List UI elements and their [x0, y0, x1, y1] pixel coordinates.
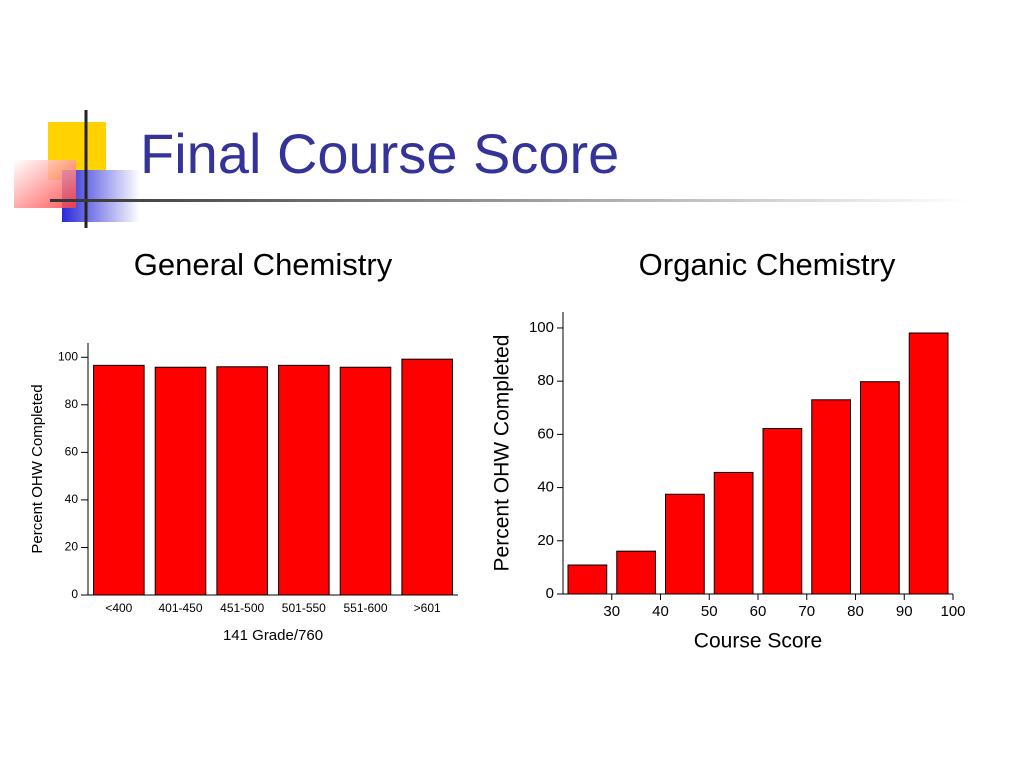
bar	[908, 332, 949, 595]
bar	[567, 564, 608, 595]
x-tick-label: 401-450	[158, 601, 202, 615]
x-tick-label: >601	[414, 601, 441, 615]
slide-title: Final Course Score	[140, 122, 619, 185]
y-tick-label: 0	[71, 587, 78, 601]
x-tick-label: 40	[652, 603, 669, 620]
y-tick-label: 0	[546, 585, 554, 602]
y-tick-label: 80	[65, 397, 79, 411]
y-tick-label: 100	[58, 349, 78, 363]
title-rule	[50, 199, 970, 202]
bar	[713, 471, 754, 595]
y-tick-label: 60	[537, 425, 554, 442]
y-tick-label: 80	[537, 372, 554, 389]
bar	[616, 550, 656, 595]
x-tick-label: 70	[798, 603, 815, 620]
x-tick-label: 100	[940, 603, 965, 620]
bar	[860, 381, 900, 595]
chart-title: General Chemistry	[134, 247, 393, 282]
bar	[154, 366, 207, 596]
bar	[665, 493, 705, 595]
y-tick-label: 40	[65, 492, 79, 506]
x-tick-label: 90	[896, 603, 913, 620]
x-tick-label: 451-500	[220, 601, 264, 615]
x-tick-label: 551-600	[343, 601, 387, 615]
x-tick-label: 80	[847, 603, 864, 620]
bar	[401, 358, 453, 596]
y-axis-label: Percent OHW Completed	[491, 335, 514, 572]
y-tick-label: 20	[537, 532, 554, 549]
bar	[93, 364, 145, 596]
x-tick-label: <400	[105, 601, 132, 615]
bar	[216, 366, 268, 596]
x-tick-label: 501-550	[282, 601, 326, 615]
bar	[811, 399, 851, 595]
x-tick-label: 30	[603, 603, 620, 620]
bar	[762, 428, 803, 595]
x-axis-label: 141 Grade/760	[223, 627, 323, 644]
y-tick-label: 60	[65, 445, 79, 459]
x-tick-label: 60	[750, 603, 767, 620]
bar	[339, 366, 392, 596]
y-tick-label: 20	[65, 540, 79, 554]
y-tick-label: 100	[529, 319, 554, 336]
bar	[278, 364, 330, 596]
chart-title: Organic Chemistry	[639, 247, 896, 282]
charts: General Chemistry 141 Grade/760 Percent OH…	[29, 247, 966, 652]
x-tick-label: 50	[701, 603, 718, 620]
y-axis-label: Percent OHW Completed	[29, 384, 46, 553]
x-axis-label: Course Score	[694, 630, 822, 653]
y-tick-label: 40	[537, 479, 554, 496]
